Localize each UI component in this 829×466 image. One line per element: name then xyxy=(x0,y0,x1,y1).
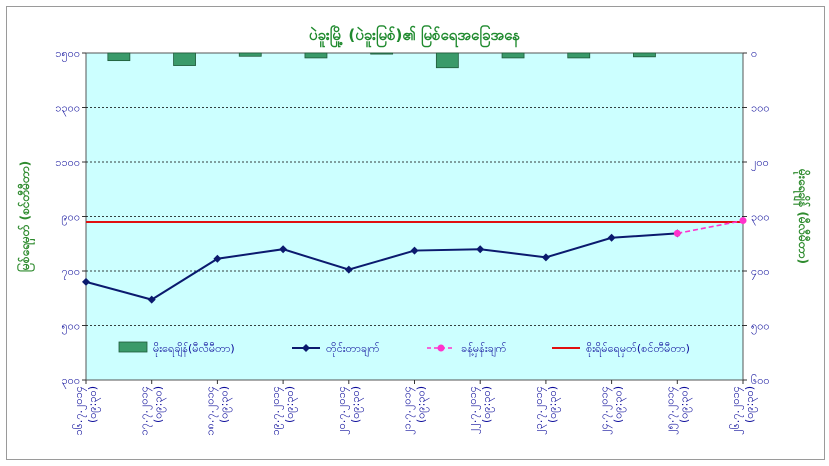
x-tick-label-time: (၀၉:၃၀) xyxy=(283,386,298,423)
water-level-point xyxy=(82,277,90,286)
x-tick-label-date: ၁၈.၇.၂၀၁၄ xyxy=(203,386,218,436)
legend-label: မိုးရေချိန်(မီလီမီတာ) xyxy=(153,342,235,357)
legend-swatch-rainfall xyxy=(118,341,148,353)
x-tick-label-time: (၀၉:၃၀) xyxy=(546,386,561,423)
y-right-tick-label: ၂၀၀ xyxy=(751,156,769,171)
water-level-point xyxy=(410,246,419,255)
x-tick-label-time: (၀၉:၃၀) xyxy=(152,386,167,423)
x-tick-label-date: ၂၁.၇.၂၀၁၄ xyxy=(401,386,416,435)
forecast-line xyxy=(677,219,744,235)
y-right-tick-label: ၀ xyxy=(751,47,757,60)
forecast-point xyxy=(739,217,747,225)
rainfall-bar xyxy=(370,52,394,55)
x-tick-label-time: (၀၉:၃၀) xyxy=(677,386,692,423)
x-tick-label-time: (၀၉:၃၀) xyxy=(217,386,232,423)
rainfall-bar xyxy=(304,52,328,59)
y-left-tick-label: ၁၃၀၀ xyxy=(55,102,80,117)
x-tick-label-date: ၂၂.၇.၂၀၁၄ xyxy=(466,386,481,434)
water-level-point xyxy=(147,295,156,304)
forecast-point xyxy=(673,229,681,237)
y-right-tick-label: ၄၀၀ xyxy=(751,265,770,280)
rainfall-bar xyxy=(238,52,262,57)
x-tick-label-time: (၀၉:၃၀) xyxy=(415,386,430,423)
x-tick-label-date: ၂၅.၇.၂၀၁၄ xyxy=(663,386,678,435)
x-tick-label-time: (၀၉:၃၀) xyxy=(480,386,495,423)
x-tick-label-date: ၂၀.၇.၂၀၁၄ xyxy=(335,386,350,435)
water-level-point xyxy=(607,233,616,242)
legend: မိုးရေချိန်(မီလီမီတာ) တိုင်းတာချက် ခန့်မှန… xyxy=(118,341,690,357)
x-tick-label-date: ၂၆.၇.၂၀၁၄ xyxy=(729,386,744,435)
y-right-tick-label: ၁၀၀ xyxy=(751,102,770,115)
y-right-tick-label: ၃၀၀ xyxy=(751,211,770,226)
rainfall-bar xyxy=(173,52,196,66)
legend-label: တိုင်းတာချက် xyxy=(326,342,380,357)
y-left-tick-label: ၁၅၀၀ xyxy=(55,47,80,62)
x-tick-label-date: ၁၉.၇.၂၀၁၄ xyxy=(269,386,284,436)
chart-title: ပဲခူးမြို့ (ပဲခူးမြစ်)၏ မြစ်ရေအခြေအနေ xyxy=(309,24,520,48)
rainfall-bar xyxy=(435,52,459,69)
rainfall-bar xyxy=(107,52,131,62)
rainfall-bar xyxy=(633,52,656,58)
water-level-point xyxy=(541,253,550,262)
legend-label: ခန့်မှန်းချက် xyxy=(461,342,507,357)
x-tick-label-time: (၀၉:၃၀) xyxy=(86,386,101,423)
water-level-point xyxy=(344,265,353,274)
legend-marker-water-level xyxy=(302,344,310,352)
x-tick-label-date: ၂၄.၇.၂၀၁၄ xyxy=(598,386,613,435)
y-left-tick-label: ၁၁၀၀ xyxy=(55,156,80,169)
x-tick-label-time: (၀၉:၃၀) xyxy=(743,386,758,423)
y-axis-left-label: မြစ်ရေမှတ် (စင်တီမီတာ) xyxy=(15,161,36,272)
gridlines xyxy=(86,107,743,326)
legend-label: စိုးရိမ်ရေမှတ်(စင်တီမီတာ) xyxy=(586,342,690,357)
x-tick-label-time: (၀၉:၃၀) xyxy=(612,386,627,423)
y-right-tick-label: ၆၀၀ xyxy=(751,374,770,387)
x-tick-label-date: ၁၇.၇.၂၀၁၄ xyxy=(138,386,153,436)
x-tick-label-time: (၀၉:၃၀) xyxy=(349,386,364,423)
y-left-tick-label: ၉၀၀ xyxy=(61,211,80,226)
y-right-tick-label: ၅၀၀ xyxy=(751,320,770,335)
legend-marker-forecast xyxy=(437,344,445,352)
rainfall-bar xyxy=(501,52,525,59)
x-tick-label-date: ၂၃.၇.၂၀၁၄ xyxy=(532,386,547,435)
rainfall-bar xyxy=(567,52,591,59)
water-level-layer xyxy=(82,217,747,304)
y-left-tick-label: ၅၀၀ xyxy=(61,320,80,335)
y-left-tick-label: ၇၀၀ xyxy=(61,265,80,280)
chart-frame: ၃၀၀ ၅၀၀ ၇၀၀ ၉၀၀ ၁၁၀၀ ၁၃၀၀ ၁၅၀၀၀၁၀၀ ၂၀၀ ၃၀၀ ၄၀၀ ၅၀၀… xyxy=(6,6,825,460)
water-level-point xyxy=(476,245,485,254)
x-tick-label-date: ၁၆.၇.၂၀၁၄ xyxy=(72,386,87,436)
y-axis-right-label: မိုးရေချိန် (မီလီမီတာ) xyxy=(792,168,812,264)
water-level-point xyxy=(279,245,288,254)
rainfall-bars xyxy=(107,52,656,69)
y-left-tick-label: ၃၀၀ xyxy=(61,374,80,389)
water-level-line xyxy=(85,232,678,301)
